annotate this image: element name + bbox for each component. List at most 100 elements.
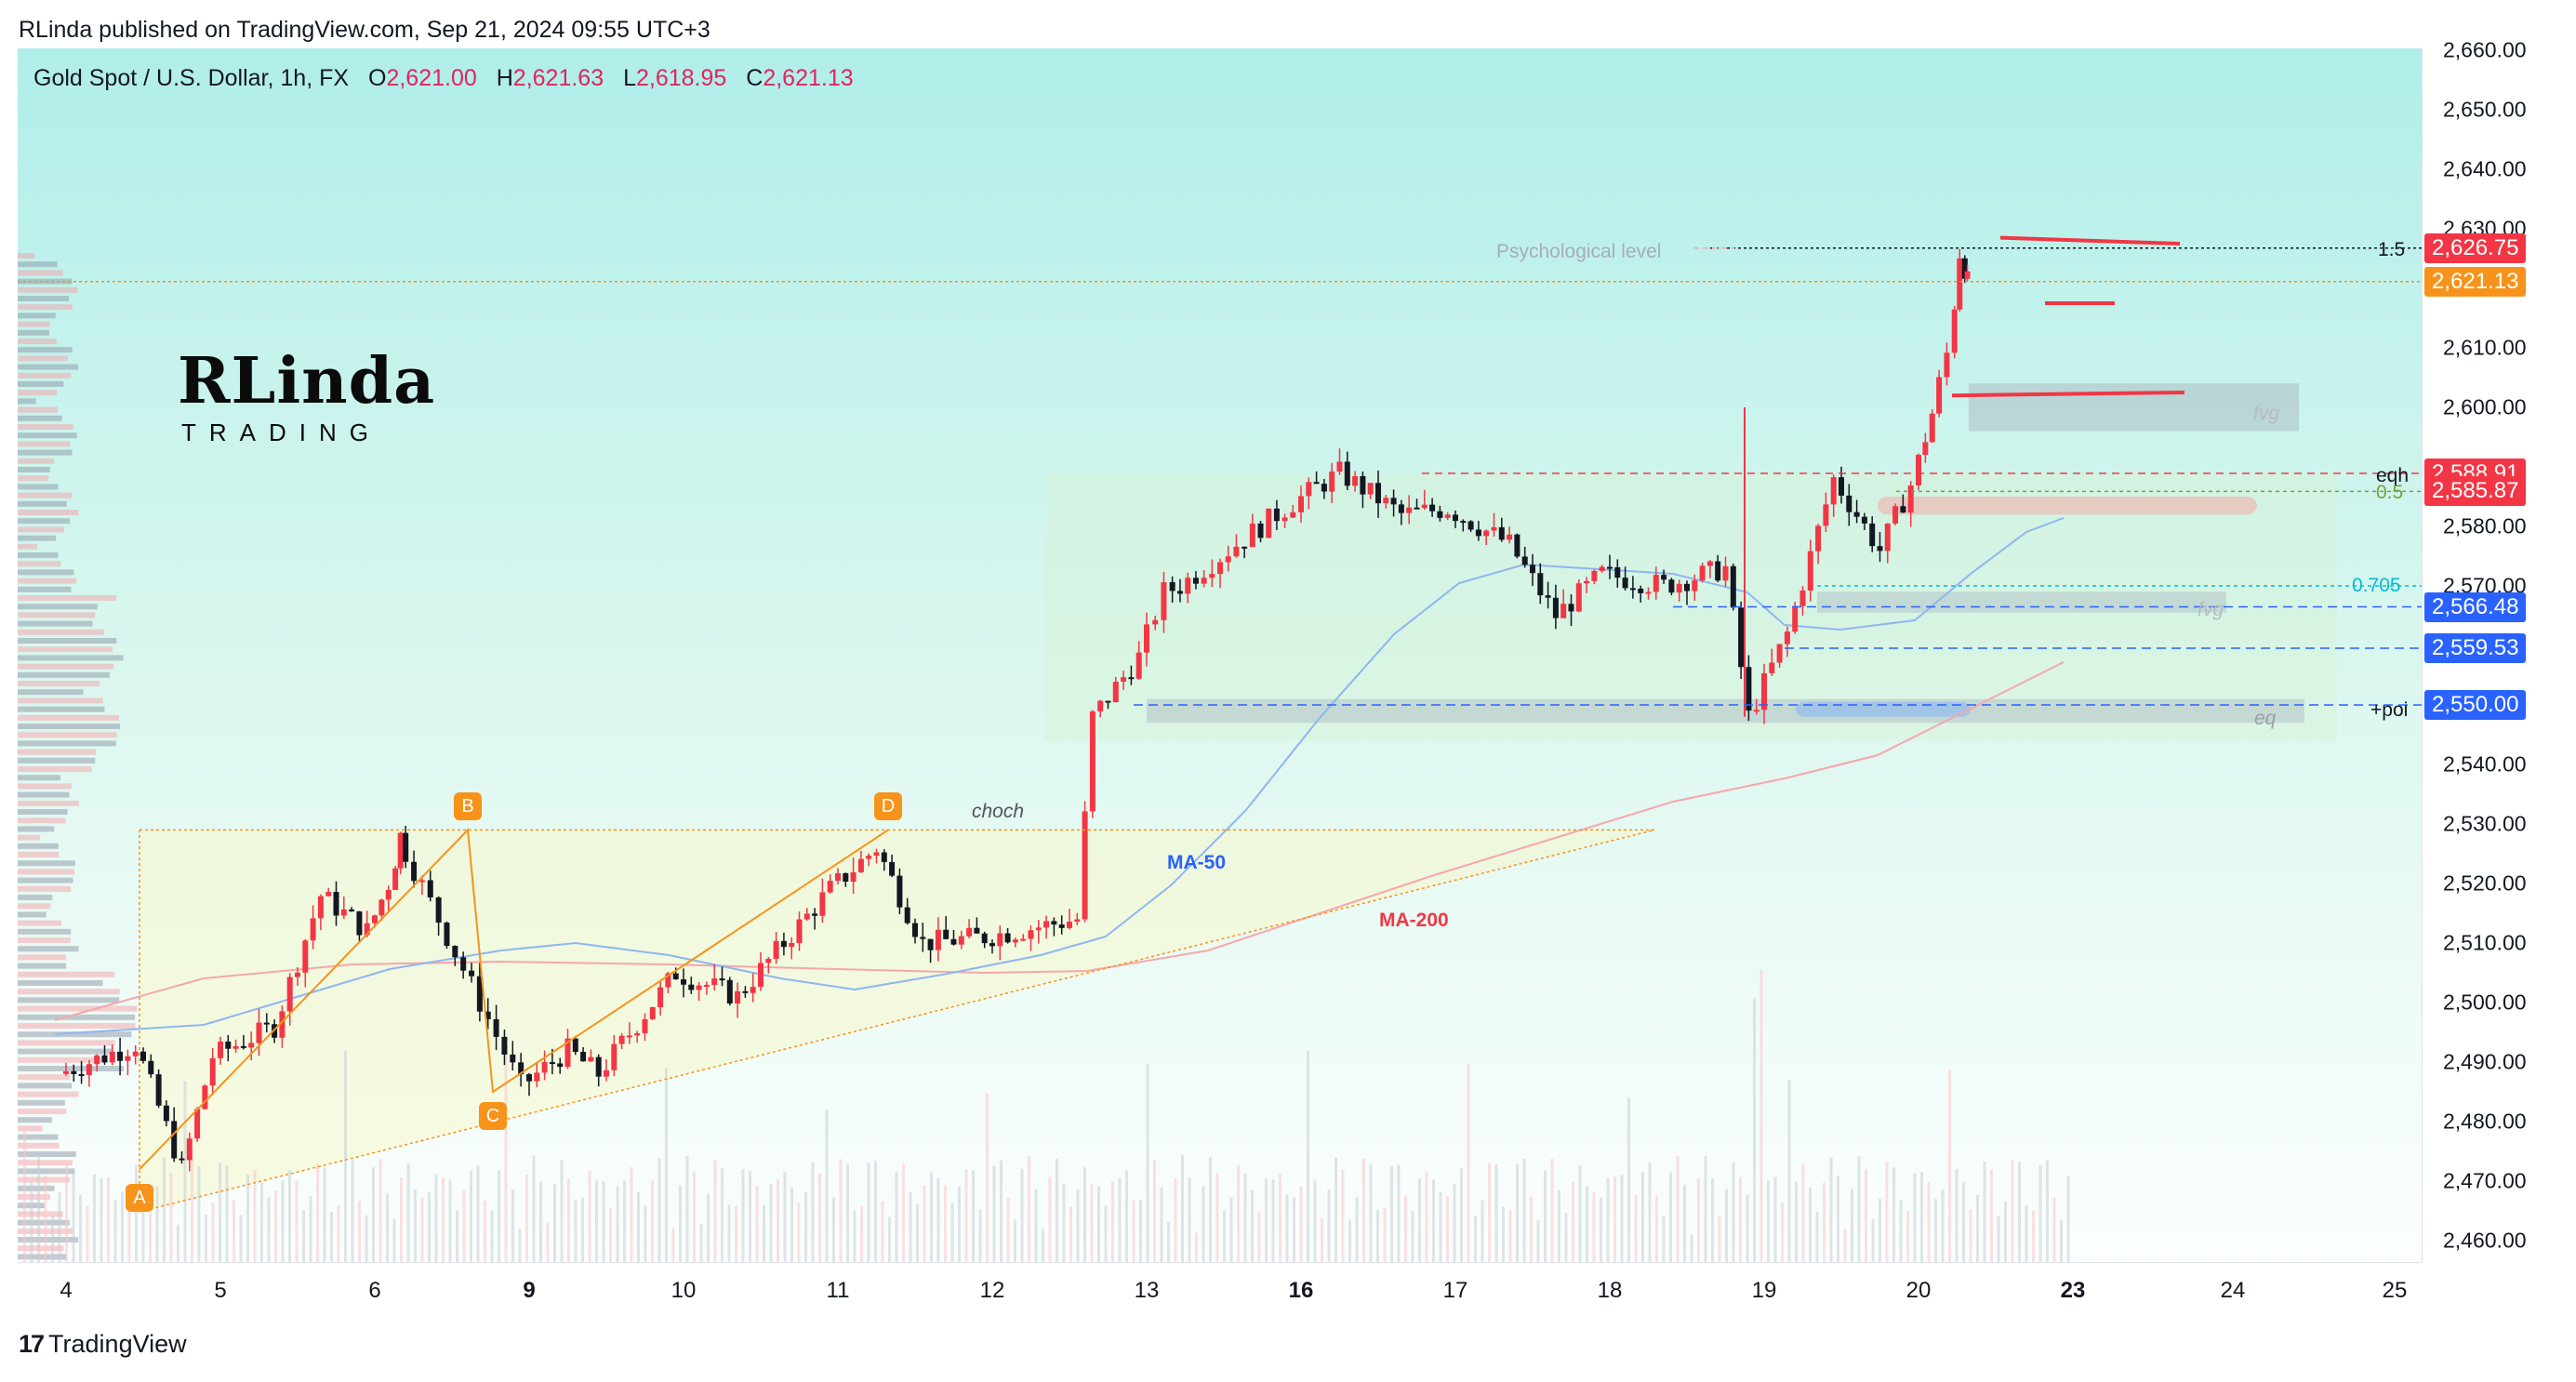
volume-bar [1606, 1177, 1610, 1262]
price-chart-svg[interactable] [18, 48, 2422, 1262]
volume-bar [1321, 1217, 1323, 1262]
candle-body [1575, 583, 1582, 612]
volume-bar [657, 1158, 661, 1262]
candle-body [711, 978, 718, 986]
volume-bar [532, 1155, 536, 1262]
candle-body [1437, 511, 1443, 518]
chart-area[interactable]: Gold Spot / U.S. Dollar, 1h, FX O2,621.0… [18, 48, 2422, 1262]
volume-bar [1865, 1168, 1867, 1262]
candle-body [1266, 508, 1272, 538]
volume-profile-bar [18, 663, 113, 670]
volume-bar [986, 1093, 989, 1262]
volume-bar [1620, 1175, 1624, 1262]
volume-bar [1997, 1216, 2000, 1262]
candle-body [263, 1022, 270, 1025]
volume-bar [1718, 1216, 1721, 1262]
volume-profile-bar [18, 329, 49, 336]
candle-body [372, 915, 378, 924]
volume-bar [1125, 1170, 1128, 1262]
volume-profile-bar [18, 424, 73, 430]
candle-body [1169, 582, 1175, 591]
candle-body [1028, 930, 1034, 939]
poi-box [1796, 701, 1971, 717]
volume-bar [804, 1191, 807, 1262]
volume-profile-bar [18, 364, 78, 370]
candle-body [1290, 512, 1296, 518]
candle-body [1638, 588, 1644, 593]
volume-bar [1690, 1234, 1693, 1262]
volume-profile-bar [18, 253, 34, 259]
brand-name: TradingView [48, 1330, 187, 1358]
volume-bar [811, 1162, 815, 1262]
point-a-marker: A [126, 1184, 153, 1212]
candle-body [657, 987, 664, 1007]
candle-body [564, 1038, 571, 1068]
time-axis[interactable]: 4 5 6 9 10 11 12 13 16 17 18 19 20 23 24 25 [18, 1262, 2422, 1319]
volume-profile-bar [18, 706, 105, 712]
candle-body [435, 897, 442, 923]
candle-body [1746, 667, 1752, 711]
candle-body [1201, 578, 1207, 584]
volume-bar [365, 1215, 368, 1262]
volume-profile-bar [18, 1005, 138, 1012]
time-tick-label: 25 [2382, 1278, 2408, 1303]
candle-body [349, 909, 355, 911]
candle-body [356, 910, 363, 936]
candle-body [881, 852, 887, 862]
candle-body [1383, 498, 1389, 504]
candle-body [703, 985, 710, 988]
volume-bar [434, 1174, 438, 1262]
candle-body [256, 1022, 262, 1043]
volume-bar [1083, 1167, 1086, 1262]
candle-body [101, 1055, 108, 1063]
volume-bar [1613, 1176, 1616, 1262]
candle-body [1483, 530, 1490, 537]
volume-bar [177, 1224, 179, 1262]
candle-body [469, 970, 475, 977]
volume-profile-bar [18, 1194, 51, 1200]
footer-brand[interactable]: 17 TradingView [19, 1330, 187, 1359]
volume-profile-bar [18, 270, 63, 276]
supply-zone [1878, 497, 2257, 515]
volume-bar [574, 1200, 578, 1262]
volume-profile-bar [18, 304, 73, 311]
volume-bar [755, 1186, 759, 1262]
volume-bar [616, 1186, 619, 1262]
candle-body [889, 861, 896, 876]
candle-body [927, 938, 934, 950]
volume-bar [1383, 1207, 1387, 1262]
candle-body [1753, 710, 1759, 712]
candle-body [1661, 575, 1667, 580]
volume-bar [267, 1197, 271, 1262]
volume-profile-bar [18, 612, 96, 618]
volume-bar [1634, 1194, 1638, 1262]
volume-bar [288, 1170, 291, 1262]
volume-profile-bar [18, 937, 71, 943]
volume-bar [930, 1172, 933, 1262]
candle-body [317, 896, 324, 919]
volume-profile-bar [18, 492, 73, 498]
candle-body [1390, 498, 1397, 505]
volume-bar [2032, 1210, 2035, 1262]
price-axis[interactable]: 2,660.00 2,650.00 2,640.00 2,630.00 2,610.00… [2422, 38, 2576, 1262]
volume-bar [1048, 1176, 1052, 1262]
candle-body [392, 868, 399, 890]
volume-profile-bar [18, 895, 53, 900]
time-tick-label: 9 [523, 1278, 536, 1303]
volume-profile-bar [18, 638, 117, 644]
candle-body [1521, 556, 1528, 565]
time-tick-label: 18 [1597, 1278, 1623, 1303]
volume-bar [685, 1155, 689, 1262]
volume-bar [386, 1193, 389, 1262]
candle-body [94, 1055, 100, 1065]
volume-bar [406, 1163, 410, 1262]
volume-bar [1348, 1219, 1351, 1262]
volume-bar [1418, 1178, 1421, 1262]
publisher-line: RLinda published on TradingView.com, Sep… [19, 17, 710, 43]
volume-bar [1460, 1168, 1463, 1262]
candle-body [1692, 580, 1698, 591]
volume-bar [1279, 1174, 1281, 1262]
candle-body [789, 943, 795, 948]
volume-profile-bar [18, 1091, 79, 1097]
volume-bar [1899, 1200, 1903, 1262]
